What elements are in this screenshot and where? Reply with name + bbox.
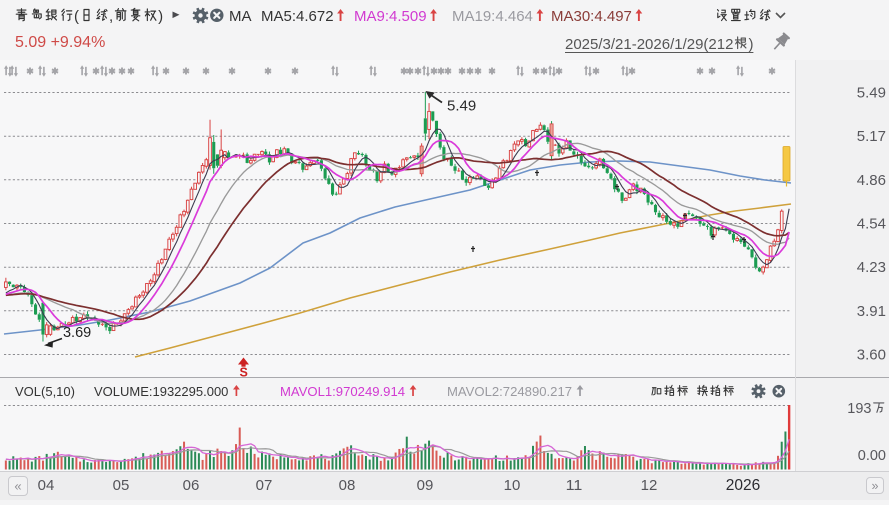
svg-text:(: (: [74, 8, 79, 25]
svg-text:MA5:4.672: MA5:4.672: [261, 8, 334, 25]
svg-text:193: 193: [847, 401, 871, 417]
svg-text:VOL(5,10): VOL(5,10): [15, 384, 75, 399]
svg-text:): ): [748, 36, 753, 53]
svg-text:5.09 +9.94%: 5.09 +9.94%: [15, 34, 105, 51]
svg-text:3.91: 3.91: [857, 303, 886, 320]
svg-text:«: «: [14, 479, 21, 494]
svg-text:09: 09: [417, 477, 434, 494]
svg-text:0.00: 0.00: [858, 448, 886, 464]
svg-text:,: ,: [109, 8, 113, 25]
svg-text:MAVOL1:970249.914: MAVOL1:970249.914: [280, 384, 405, 399]
svg-text:MA19:4.464: MA19:4.464: [452, 8, 533, 25]
svg-text:4.86: 4.86: [857, 172, 886, 189]
svg-text:2025/3/21-2026/1/29(212: 2025/3/21-2026/1/29(212: [565, 36, 733, 53]
svg-text:3.60: 3.60: [857, 347, 886, 364]
svg-text:MA9:4.509: MA9:4.509: [354, 8, 427, 25]
svg-text:MA: MA: [229, 8, 252, 25]
svg-text:MAVOL2:724890.217: MAVOL2:724890.217: [447, 384, 572, 399]
svg-text:4.54: 4.54: [857, 216, 886, 233]
svg-text:S: S: [240, 366, 248, 380]
svg-text:04: 04: [38, 477, 55, 494]
svg-text:3.69: 3.69: [63, 325, 91, 341]
svg-text:07: 07: [256, 477, 273, 494]
svg-text:MA30:4.497: MA30:4.497: [551, 8, 632, 25]
svg-text:4.23: 4.23: [857, 259, 886, 276]
svg-text:10: 10: [504, 477, 521, 494]
svg-text:5.17: 5.17: [857, 128, 886, 145]
svg-text:11: 11: [566, 477, 583, 494]
svg-text:5.49: 5.49: [447, 98, 476, 115]
svg-text:08: 08: [339, 477, 356, 494]
svg-text:2026: 2026: [726, 477, 760, 494]
svg-text:12: 12: [641, 477, 658, 494]
svg-text:): ): [158, 8, 163, 25]
svg-text:06: 06: [183, 477, 200, 494]
svg-text:05: 05: [113, 477, 130, 494]
svg-text:VOLUME:1932295.000: VOLUME:1932295.000: [94, 384, 228, 399]
svg-text:5.49: 5.49: [857, 85, 886, 102]
svg-text:»: »: [872, 479, 879, 493]
